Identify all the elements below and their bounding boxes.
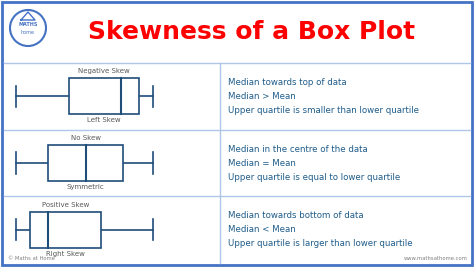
Text: Median < Mean: Median < Mean xyxy=(228,225,296,234)
Text: Positive Skew: Positive Skew xyxy=(42,202,89,208)
Text: Right Skew: Right Skew xyxy=(46,251,85,257)
Text: Upper quartile is larger than lower quartile: Upper quartile is larger than lower quar… xyxy=(228,239,413,248)
Text: home: home xyxy=(21,29,35,34)
Text: No Skew: No Skew xyxy=(71,135,101,141)
Text: Left Skew: Left Skew xyxy=(87,117,121,123)
Text: Upper quartile is equal to lower quartile: Upper quartile is equal to lower quartil… xyxy=(228,172,400,182)
Text: Upper quartile is smaller than lower quartile: Upper quartile is smaller than lower qua… xyxy=(228,106,419,115)
Bar xyxy=(48,145,123,181)
Text: Median towards top of data: Median towards top of data xyxy=(228,78,346,87)
Bar xyxy=(30,212,101,248)
Text: Symmetric: Symmetric xyxy=(67,184,105,190)
Text: Median = Mean: Median = Mean xyxy=(228,159,296,167)
Text: Median > Mean: Median > Mean xyxy=(228,92,296,101)
Circle shape xyxy=(10,10,46,46)
Text: www.mathsathome.com: www.mathsathome.com xyxy=(404,256,468,261)
Text: Median towards bottom of data: Median towards bottom of data xyxy=(228,211,364,220)
Bar xyxy=(69,78,139,114)
Text: MATHS: MATHS xyxy=(18,22,38,26)
Text: Median in the centre of the data: Median in the centre of the data xyxy=(228,144,368,154)
Text: Skewness of a Box Plot: Skewness of a Box Plot xyxy=(89,20,416,44)
Text: © Maths at Home: © Maths at Home xyxy=(8,256,55,261)
Text: Negative Skew: Negative Skew xyxy=(78,68,130,74)
